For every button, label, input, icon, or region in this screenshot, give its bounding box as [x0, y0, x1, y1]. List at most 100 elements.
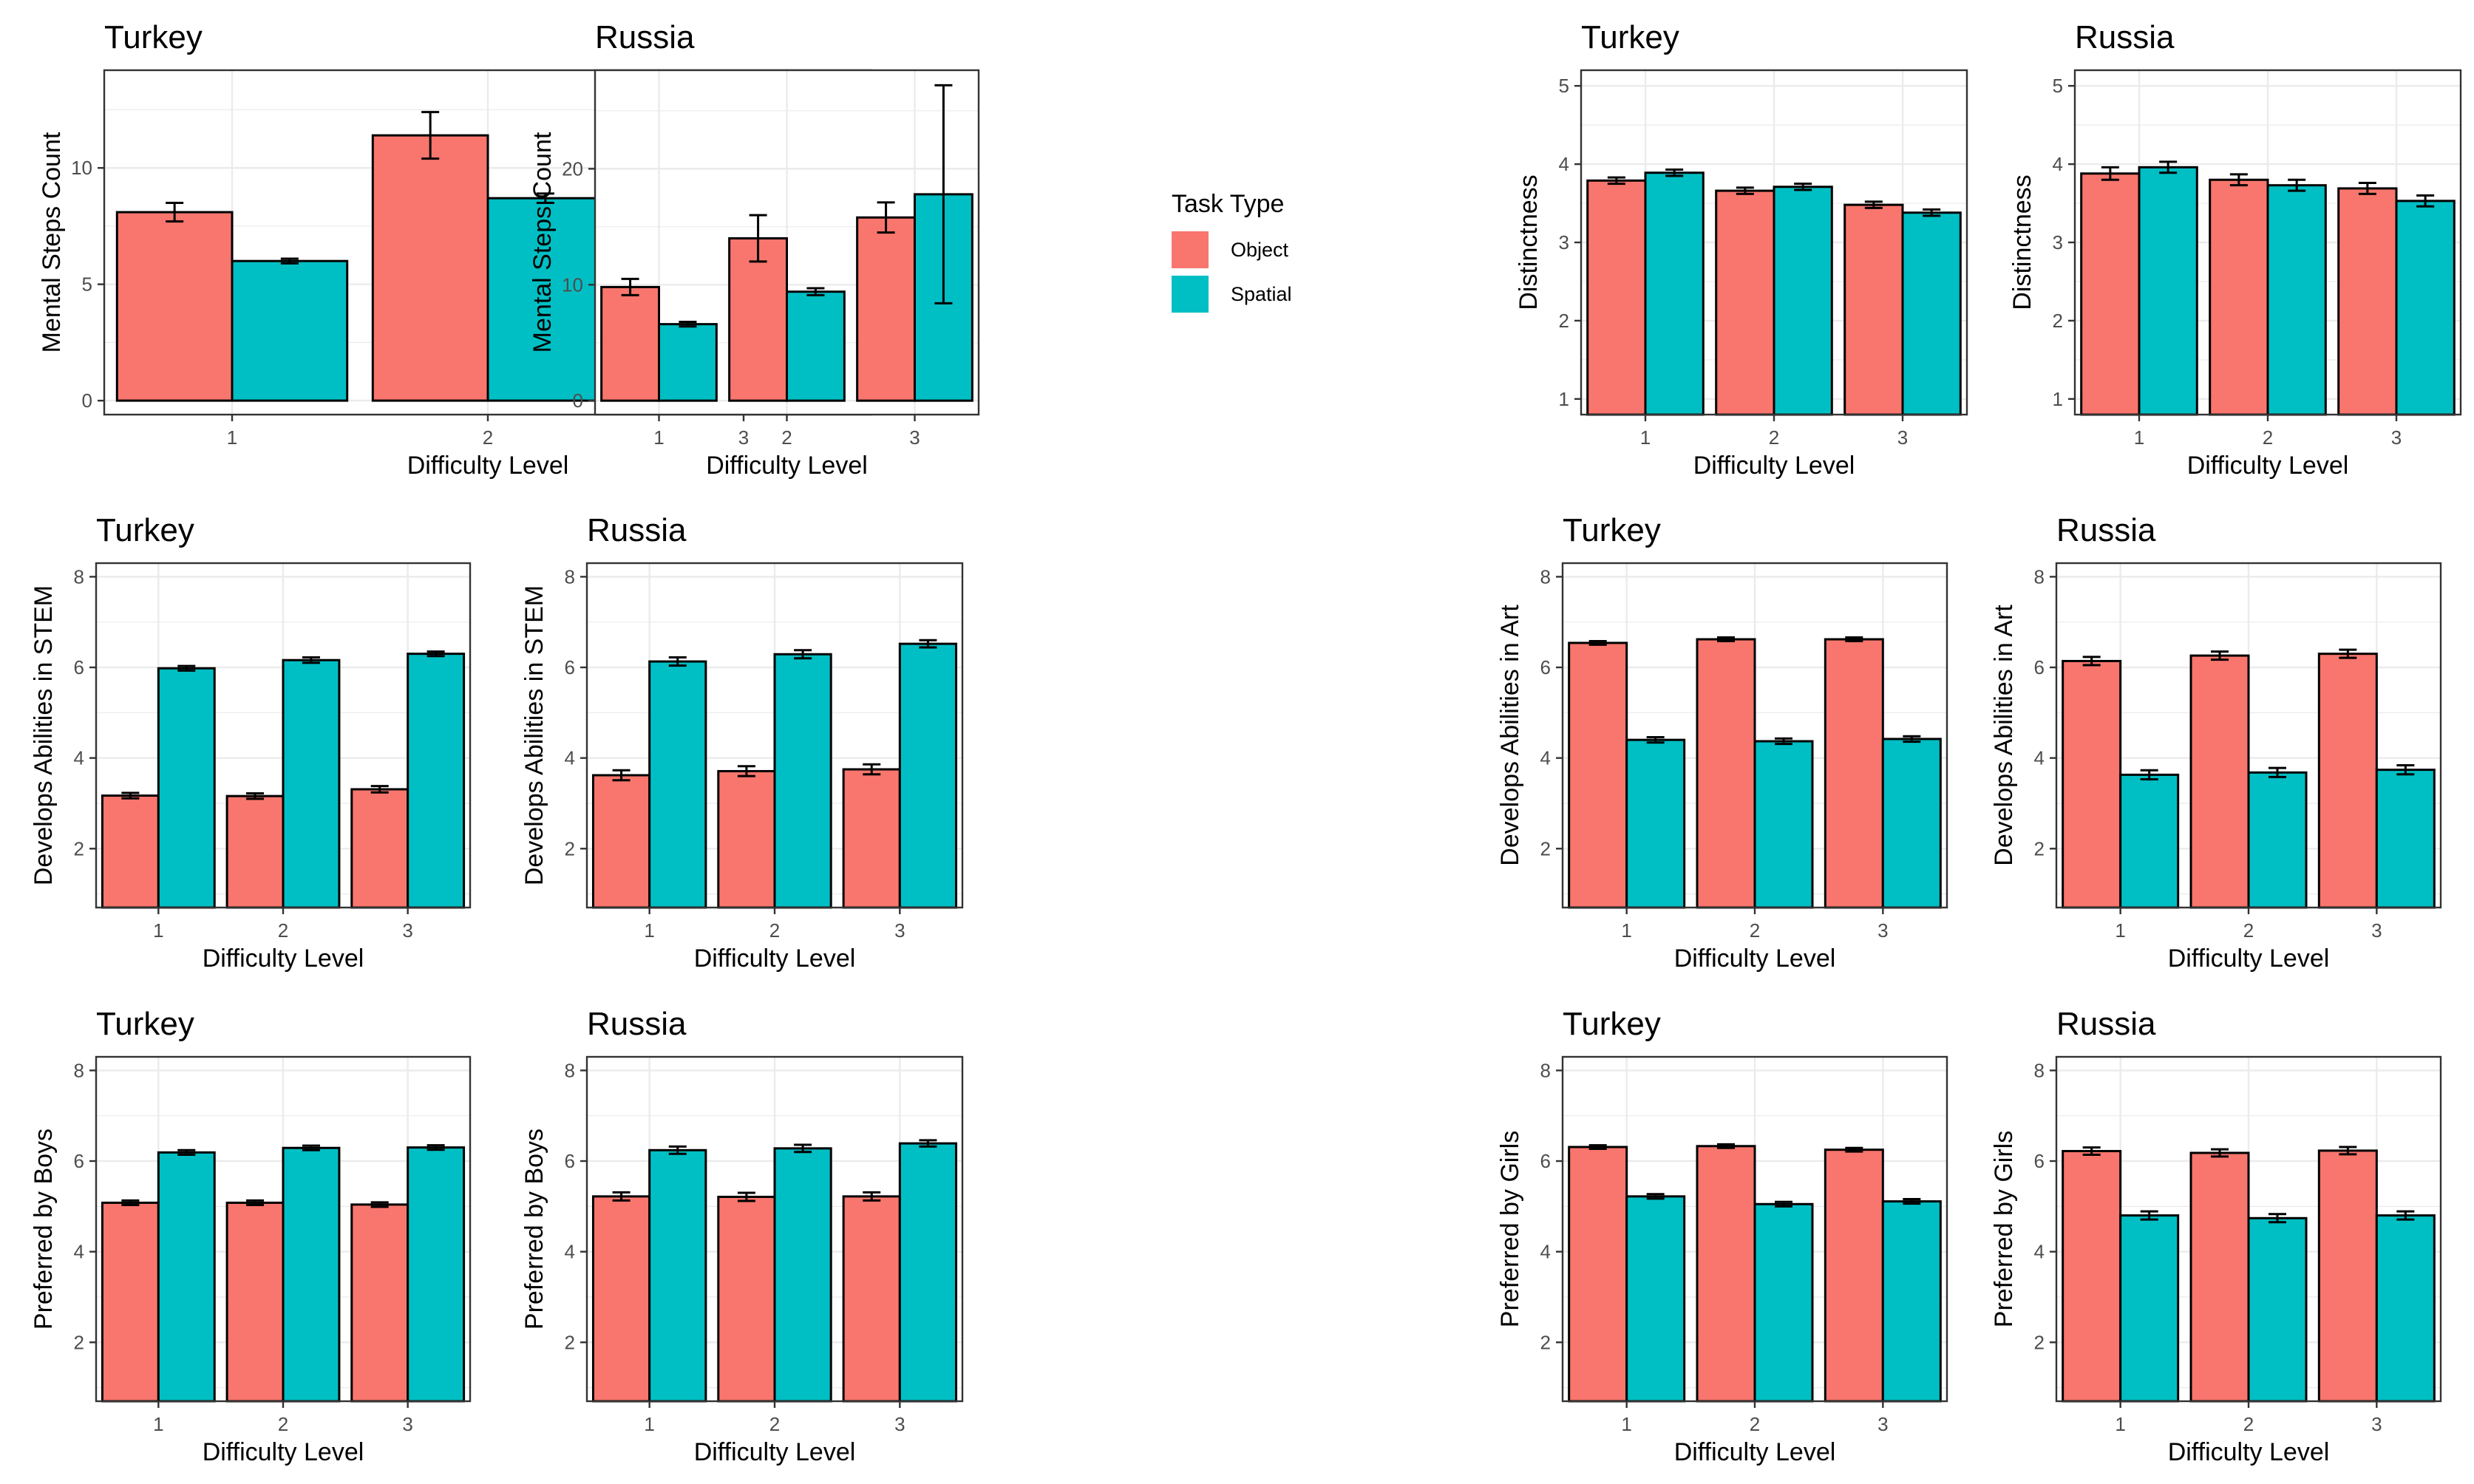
y-tick-label: 4 [565, 747, 575, 769]
x-axis-label: Difficulty Level [1693, 452, 1855, 480]
bar-object-level-1 [2062, 659, 2122, 909]
y-tick-label: 2 [2053, 310, 2063, 332]
x-tick-label: 2 [2243, 919, 2254, 942]
x-axis-label: Difficulty Level [407, 452, 569, 480]
error-bar-object-level-2 [421, 111, 440, 160]
y-tick-label: 8 [2034, 1059, 2045, 1081]
bar-spatial-level-1 [658, 323, 718, 402]
error-bar-object-level-3 [2339, 648, 2357, 659]
error-bar-spatial-level-3 [1923, 208, 1941, 217]
panel-title: Russia [587, 1006, 687, 1042]
x-axis-label: Difficulty Level [2187, 452, 2349, 480]
error-bar-object-level-2 [2211, 650, 2229, 661]
bar-spatial-level-1 [2138, 166, 2198, 416]
error-bar-object-level-1 [621, 277, 639, 296]
error-bar-spatial-level-3 [919, 1139, 937, 1148]
error-bar-spatial-level-2 [1775, 1200, 1792, 1208]
error-bar-spatial-level-2 [536, 192, 554, 204]
legend-swatch-spatial [1172, 276, 1209, 313]
x-tick-label: 1 [1621, 1413, 1631, 1435]
bar-object-level-2 [1696, 638, 1756, 909]
x-tick-label: 3 [2391, 426, 2402, 449]
x-tick-label: 1 [1621, 919, 1631, 942]
y-tick-label: 4 [1540, 747, 1551, 769]
panel-title: Turkey [96, 1006, 194, 1042]
y-tick-label: 2 [1559, 310, 1569, 332]
bar-object-level-2 [717, 1195, 776, 1403]
y-tick-label: 5 [82, 273, 92, 296]
bar-object-level-2 [371, 134, 489, 402]
y-axis-label: Develops Abilities in STEM [520, 585, 548, 885]
x-tick-label: 2 [1750, 919, 1760, 942]
bar-spatial-level-1 [157, 667, 216, 909]
error-bar-spatial-level-3 [934, 84, 953, 304]
bar-object-level-3 [1824, 638, 1884, 909]
bar-spatial-level-1 [648, 660, 707, 909]
x-tick-label: 1 [1640, 426, 1651, 449]
legend: Task Type Object Spatial [1172, 190, 1292, 313]
bar-object-level-1 [1568, 1146, 1628, 1403]
chart-panel-10: 2 4 6 8 1 2 3 Russia Difficulty Level Preferred b… [520, 1006, 964, 1466]
bar-spatial-level-2 [282, 658, 341, 909]
panel-title: Turkey [1563, 1006, 1661, 1042]
bar-spatial-level-1 [1625, 1195, 1686, 1403]
bar-spatial-level-2 [773, 653, 832, 909]
chart-panel-2: 0 10 20 1 2 3 Russia Difficulty Level Mental Ste… [529, 19, 980, 480]
error-bar-object-level-3 [370, 785, 389, 794]
error-bar-spatial-level-1 [177, 1148, 196, 1156]
x-tick-label: 2 [2263, 426, 2273, 449]
error-bar-object-level-1 [121, 792, 140, 800]
bar-object-level-1 [1568, 641, 1628, 909]
x-axis-label: Difficulty Level [694, 944, 856, 973]
error-bar-object-level-3 [370, 1201, 389, 1208]
x-tick-label: 1 [153, 919, 163, 942]
bar-object-level-2 [1715, 189, 1775, 416]
y-tick-label: 2 [2034, 1331, 2045, 1353]
bar-spatial-level-3 [407, 653, 466, 909]
x-axis-label: Difficulty Level [203, 1438, 364, 1466]
y-tick-label: 6 [2034, 1150, 2045, 1172]
y-tick-label: 4 [565, 1241, 575, 1263]
error-bar-object-level-2 [246, 792, 265, 800]
y-tick-label: 8 [1540, 1059, 1551, 1081]
y-tick-label: 2 [565, 837, 575, 860]
bar-spatial-level-3 [407, 1146, 466, 1403]
error-bar-object-level-1 [1588, 1144, 1607, 1150]
error-bar-object-level-1 [612, 769, 631, 782]
chart-panel-3: 1 2 3 4 5 1 2 3 Turkey Difficulty Level Distinctne… [1515, 19, 1968, 480]
y-tick-label: 6 [1540, 656, 1551, 678]
bar-object-level-1 [600, 285, 661, 402]
bar-spatial-level-2 [282, 1146, 341, 1403]
bar-spatial-level-2 [1753, 740, 1814, 909]
x-tick-label: 3 [909, 426, 920, 449]
error-bar-object-level-1 [1607, 176, 1625, 186]
bar-spatial-level-2 [2247, 771, 2308, 909]
x-tick-label: 3 [2371, 919, 2382, 942]
error-bar-spatial-level-1 [668, 1145, 687, 1155]
error-bar-spatial-level-1 [1665, 169, 1684, 177]
error-bar-spatial-level-3 [919, 639, 937, 649]
bar-spatial-level-3 [2375, 769, 2436, 909]
chart-panel-8: 2 4 6 8 1 2 3 Russia Difficulty Level Develops Ab… [1990, 512, 2442, 973]
bar-object-level-3 [1824, 1148, 1884, 1403]
bar-spatial-level-3 [898, 1142, 958, 1403]
panel-title: Turkey [104, 19, 203, 55]
panel-title: Russia [587, 512, 687, 548]
y-axis-label: Distinctness [2008, 174, 2036, 310]
bar-object-level-3 [842, 1195, 901, 1403]
y-tick-label: 6 [74, 656, 84, 678]
error-bar-object-level-2 [737, 1191, 755, 1202]
legend-swatch-object [1172, 231, 1209, 268]
chart-panel-6: 2 4 6 8 1 2 3 Russia Difficulty Level Develops Ab… [520, 512, 964, 973]
x-tick-label: 1 [227, 426, 237, 449]
error-bar-spatial-level-3 [2396, 763, 2415, 776]
bar-spatial-level-1 [1625, 738, 1686, 909]
bar-spatial-level-2 [1753, 1202, 1814, 1403]
error-bar-object-level-1 [1588, 639, 1607, 646]
y-tick-label: 0 [573, 389, 583, 412]
error-bar-spatial-level-1 [2140, 769, 2158, 780]
y-tick-label: 4 [1540, 1241, 1551, 1263]
bar-spatial-level-3 [898, 642, 958, 909]
y-tick-label: 4 [2034, 747, 2045, 769]
